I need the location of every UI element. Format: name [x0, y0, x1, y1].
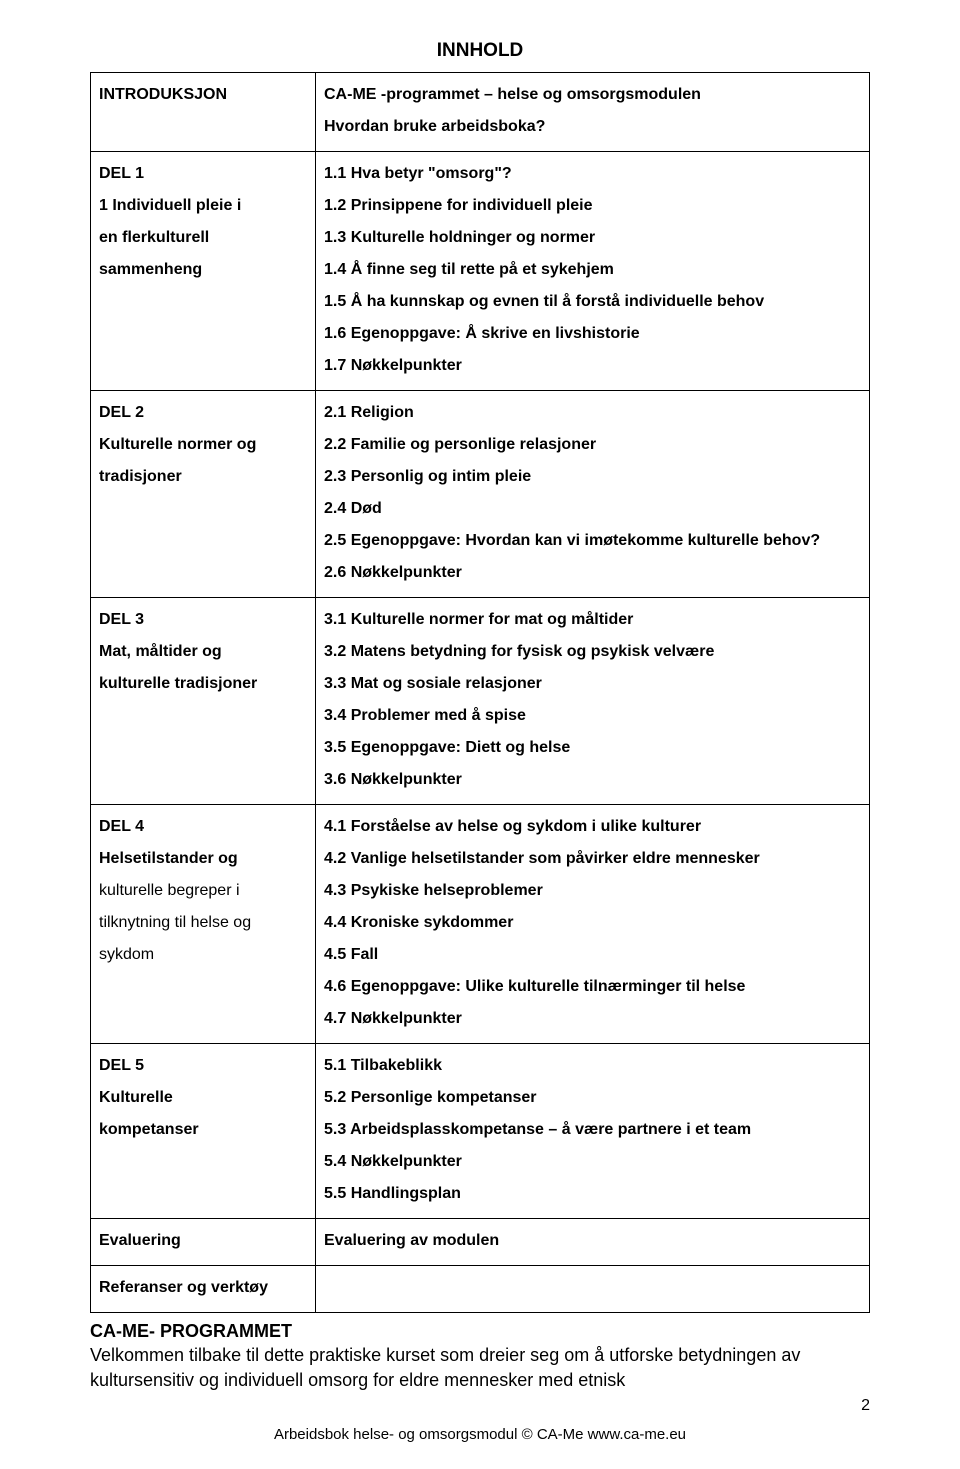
toc-left-line: sammenheng [99, 254, 307, 286]
toc-left-cell: Evaluering [91, 1219, 316, 1266]
toc-right-line: Evaluering av modulen [324, 1225, 861, 1257]
toc-right-line: 5.1 Tilbakeblikk [324, 1050, 861, 1082]
toc-right-line: 3.2 Matens betydning for fysisk og psyki… [324, 636, 861, 668]
toc-right-line: 4.4 Kroniske sykdommer [324, 907, 861, 939]
footer-text: Arbeidsbok helse- og omsorgsmodul © CA-M… [90, 1426, 870, 1443]
toc-left-cell: DEL 4Helsetilstander ogkulturelle begrep… [91, 805, 316, 1044]
toc-left-line: en flerkulturell [99, 222, 307, 254]
toc-right-line: 3.5 Egenoppgave: Diett og helse [324, 732, 861, 764]
toc-left-line: DEL 2 [99, 397, 307, 429]
toc-right-line: 5.5 Handlingsplan [324, 1178, 861, 1210]
toc-right-line: 3.1 Kulturelle normer for mat og måltide… [324, 604, 861, 636]
toc-left-cell: DEL 5Kulturellekompetanser [91, 1044, 316, 1219]
toc-left-line: tradisjoner [99, 461, 307, 493]
toc-left-line: Kulturelle normer og [99, 429, 307, 461]
toc-right-cell: 5.1 Tilbakeblikk5.2 Personlige kompetans… [316, 1044, 870, 1219]
toc-right-cell: 3.1 Kulturelle normer for mat og måltide… [316, 598, 870, 805]
toc-right-line: 1.6 Egenoppgave: Å skrive en livshistori… [324, 318, 861, 350]
toc-right-cell: 4.1 Forståelse av helse og sykdom i ulik… [316, 805, 870, 1044]
toc-right-line: 2.2 Familie og personlige relasjoner [324, 429, 861, 461]
toc-right-line: 3.3 Mat og sosiale relasjoner [324, 668, 861, 700]
toc-left-line: INTRODUKSJON [99, 79, 307, 111]
toc-right-cell: Evaluering av modulen [316, 1219, 870, 1266]
toc-left-line: tilknytning til helse og [99, 907, 307, 939]
toc-right-line: 2.3 Personlig og intim pleie [324, 461, 861, 493]
toc-left-line: DEL 3 [99, 604, 307, 636]
toc-right-line: 4.3 Psykiske helseproblemer [324, 875, 861, 907]
toc-left-line: Referanser og verktøy [99, 1272, 307, 1304]
table-row: DEL 2Kulturelle normer ogtradisjoner2.1 … [91, 391, 870, 598]
toc-right-line: 4.7 Nøkkelpunkter [324, 1003, 861, 1035]
toc-right-line: 5.4 Nøkkelpunkter [324, 1146, 861, 1178]
toc-left-cell: DEL 11 Individuell pleie ien flerkulture… [91, 152, 316, 391]
toc-left-cell: DEL 2Kulturelle normer ogtradisjoner [91, 391, 316, 598]
program-heading: CA-ME- PROGRAMMET [90, 1321, 292, 1341]
page-title: INNHOLD [90, 40, 870, 62]
toc-right-line: 3.4 Problemer med å spise [324, 700, 861, 732]
table-row: DEL 3Mat, måltider ogkulturelle tradisjo… [91, 598, 870, 805]
toc-left-line: DEL 5 [99, 1050, 307, 1082]
table-row: DEL 5Kulturellekompetanser5.1 Tilbakebli… [91, 1044, 870, 1219]
table-row: Evaluering Evaluering av modulen [91, 1219, 870, 1266]
toc-right-line: 2.1 Religion [324, 397, 861, 429]
toc-right-line: 1.7 Nøkkelpunkter [324, 350, 861, 382]
toc-left-line: Evaluering [99, 1225, 307, 1257]
toc-right-line: 1.4 Å finne seg til rette på et sykehjem [324, 254, 861, 286]
toc-table: INTRODUKSJON CA-ME -programmet – helse og… [90, 72, 870, 1313]
toc-right-line: 4.2 Vanlige helsetilstander som påvirker… [324, 843, 861, 875]
toc-right-line: 4.5 Fall [324, 939, 861, 971]
table-row: INTRODUKSJON CA-ME -programmet – helse og… [91, 73, 870, 152]
toc-right-line: 5.3 Arbeidsplasskompetanse – å være part… [324, 1114, 861, 1146]
toc-right-line: 1.1 Hva betyr "omsorg"? [324, 158, 861, 190]
toc-right-line: 4.6 Egenoppgave: Ulike kulturelle tilnær… [324, 971, 861, 1003]
toc-left-line: kulturelle begreper i [99, 875, 307, 907]
table-row: DEL 11 Individuell pleie ien flerkulture… [91, 152, 870, 391]
toc-left-line: Mat, måltider og [99, 636, 307, 668]
toc-left-line: sykdom [99, 939, 307, 971]
toc-right-line: Hvordan bruke arbeidsboka? [324, 111, 861, 143]
toc-left-line: DEL 4 [99, 811, 307, 843]
toc-right-cell: CA-ME -programmet – helse og omsorgsmodu… [316, 73, 870, 152]
toc-left-cell: DEL 3Mat, måltider ogkulturelle tradisjo… [91, 598, 316, 805]
table-row: Referanser og verktøy [91, 1266, 870, 1313]
toc-right-line: 1.2 Prinsippene for individuell pleie [324, 190, 861, 222]
toc-left-line: kompetanser [99, 1114, 307, 1146]
toc-right-line: 1.3 Kulturelle holdninger og normer [324, 222, 861, 254]
program-body: Velkommen tilbake til dette praktiske ku… [90, 1345, 800, 1389]
page: INNHOLD INTRODUKSJON CA-ME -programmet – … [0, 0, 960, 1469]
page-number: 2 [861, 1397, 870, 1415]
program-intro: CA-ME- PROGRAMMET Velkommen tilbake til … [90, 1319, 870, 1392]
toc-right-line: 1.5 Å ha kunnskap og evnen til å forstå … [324, 286, 861, 318]
toc-left-line: kulturelle tradisjoner [99, 668, 307, 700]
toc-right-cell [316, 1266, 870, 1313]
toc-right-cell: 1.1 Hva betyr "omsorg"?1.2 Prinsippene f… [316, 152, 870, 391]
toc-right-line: 4.1 Forståelse av helse og sykdom i ulik… [324, 811, 861, 843]
toc-right-line: 5.2 Personlige kompetanser [324, 1082, 861, 1114]
toc-left-cell: INTRODUKSJON [91, 73, 316, 152]
toc-right-line: 3.6 Nøkkelpunkter [324, 764, 861, 796]
toc-right-cell: 2.1 Religion2.2 Familie og personlige re… [316, 391, 870, 598]
toc-right-line: 2.4 Død [324, 493, 861, 525]
toc-left-line: Helsetilstander og [99, 843, 307, 875]
toc-left-line: Kulturelle [99, 1082, 307, 1114]
toc-left-cell: Referanser og verktøy [91, 1266, 316, 1313]
toc-right-line: 2.5 Egenoppgave: Hvordan kan vi imøtekom… [324, 525, 861, 557]
toc-left-line: 1 Individuell pleie i [99, 190, 307, 222]
toc-body: INTRODUKSJON CA-ME -programmet – helse og… [91, 73, 870, 1313]
toc-right-line: 2.6 Nøkkelpunkter [324, 557, 861, 589]
toc-left-line: DEL 1 [99, 158, 307, 190]
table-row: DEL 4Helsetilstander ogkulturelle begrep… [91, 805, 870, 1044]
toc-right-line: CA-ME -programmet – helse og omsorgsmodu… [324, 79, 861, 111]
